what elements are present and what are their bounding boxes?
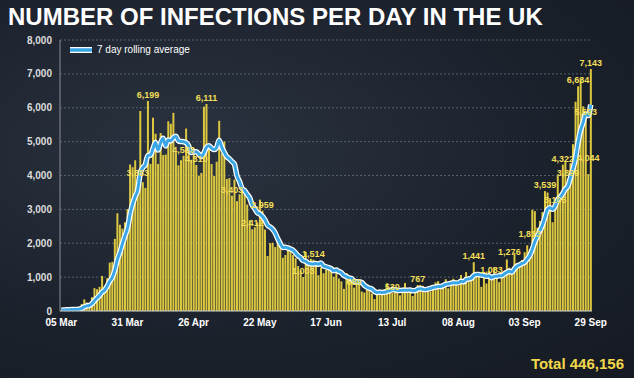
svg-text:1,514: 1,514 — [302, 249, 325, 259]
svg-text:3,539: 3,539 — [534, 180, 557, 190]
svg-text:6,111: 6,111 — [196, 93, 218, 103]
svg-text:5,000: 5,000 — [27, 136, 52, 147]
svg-text:3,105: 3,105 — [544, 195, 567, 205]
svg-text:1,003: 1,003 — [292, 266, 315, 276]
svg-text:3,883: 3,883 — [126, 168, 149, 178]
svg-text:3,403: 3,403 — [221, 185, 244, 195]
svg-text:7,143: 7,143 — [580, 58, 603, 68]
svg-text:31 Mar: 31 Mar — [112, 317, 144, 328]
svg-text:1,813: 1,813 — [518, 229, 541, 239]
svg-text:1,033: 1,033 — [480, 265, 503, 275]
svg-text:5,693: 5,693 — [574, 107, 597, 117]
svg-text:22 May: 22 May — [243, 317, 277, 328]
svg-text:4,583: 4,583 — [172, 144, 195, 155]
svg-text:7,000: 7,000 — [27, 68, 52, 79]
svg-text:26 Apr: 26 Apr — [178, 317, 209, 328]
svg-text:6,199: 6,199 — [137, 90, 160, 100]
svg-text:3,899: 3,899 — [557, 168, 580, 178]
svg-text:4,000: 4,000 — [27, 170, 52, 181]
svg-text:4,322: 4,322 — [552, 154, 575, 164]
svg-text:689: 689 — [347, 277, 362, 287]
svg-text:8,000: 8,000 — [27, 35, 52, 46]
svg-text:1,000: 1,000 — [27, 272, 52, 283]
svg-text:4,044: 4,044 — [577, 153, 600, 163]
svg-text:530: 530 — [385, 282, 400, 292]
svg-text:1,276: 1,276 — [498, 247, 521, 257]
svg-text:2,412: 2,412 — [241, 218, 264, 228]
svg-text:2,959: 2,959 — [251, 200, 274, 210]
svg-text:6,000: 6,000 — [27, 102, 52, 113]
svg-text:2,000: 2,000 — [27, 238, 52, 249]
svg-text:0: 0 — [46, 306, 52, 317]
svg-text:767: 767 — [410, 274, 425, 284]
svg-text:03 Sep: 03 Sep — [508, 317, 540, 328]
html-text:Total 446,156: Total 446,156 — [530, 355, 624, 372]
svg-text:3,000: 3,000 — [27, 204, 52, 215]
html-text:7 day rolling average: 7 day rolling average — [97, 44, 190, 55]
svg-text:13 Jul: 13 Jul — [378, 317, 407, 328]
svg-text:1,441: 1,441 — [462, 251, 485, 261]
svg-text:29 Sep: 29 Sep — [575, 317, 607, 328]
svg-text:05 Mar: 05 Mar — [45, 317, 77, 328]
svg-text:17 Jun: 17 Jun — [310, 317, 342, 328]
html-text:NUMBER OF INFECTIONS PER DAY I: NUMBER OF INFECTIONS PER DAY IN THE UK — [8, 3, 543, 30]
svg-text:4,310: 4,310 — [185, 154, 208, 164]
svg-text:08 Aug: 08 Aug — [442, 317, 475, 328]
svg-text:6,634: 6,634 — [567, 75, 590, 85]
